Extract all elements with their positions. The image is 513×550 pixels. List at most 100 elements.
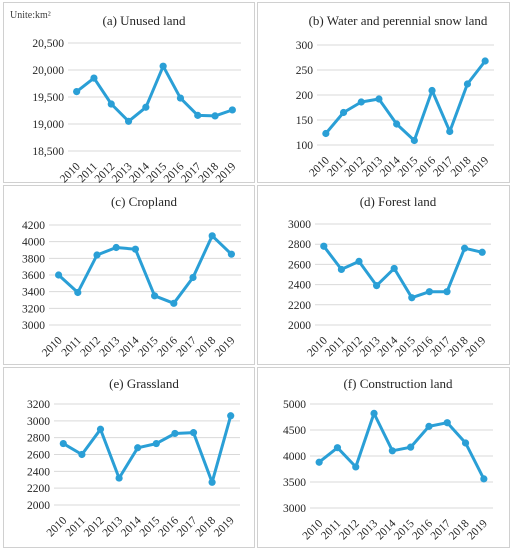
data-point (352, 463, 360, 471)
data-point (194, 111, 202, 119)
data-point (208, 478, 216, 486)
data-point (208, 232, 216, 240)
chart-panel-forest-land: (d) Forest land 2000 2200 2400 2600 2800 3000 2… (257, 185, 510, 365)
data-point (322, 129, 330, 138)
y-tick-label: 19,000 (32, 119, 64, 131)
chart-svg-forest-land: (d) Forest land 2000 2200 2400 2600 2800 3000 2… (288, 194, 491, 359)
data-point (170, 299, 178, 307)
data-point (320, 242, 328, 250)
chart-svg-grassland: (e) Grassland 2000 2200 2400 2600 2800 3000 320… (27, 376, 240, 539)
chart-svg-cropland: (c) Cropland 3000 3200 3400 3600 3800 4000 4200… (22, 194, 241, 359)
data-point (59, 439, 67, 448)
data-point (339, 108, 348, 117)
y-tick-label: 2600 (27, 450, 50, 462)
y-tick-label: 3500 (283, 477, 306, 489)
data-point (428, 86, 436, 95)
x-tick-label: 2017 (174, 334, 199, 359)
y-tick-label: 20,500 (32, 38, 64, 50)
data-point (171, 429, 179, 438)
x-tick-label: 2019 (212, 514, 237, 539)
data-point (112, 243, 120, 252)
data-point (228, 106, 236, 114)
data-point (461, 244, 469, 252)
y-tick-label: 20,000 (32, 65, 64, 77)
data-point (134, 444, 142, 452)
data-point (388, 447, 396, 455)
y-tick-label: 2200 (288, 300, 311, 312)
y-tick-label: 3000 (288, 219, 311, 231)
data-point (375, 95, 383, 103)
y-tick-label: 3000 (27, 416, 50, 428)
unit-label: Unite:km² (10, 10, 51, 21)
data-point (357, 98, 365, 106)
y-tick-label: 300 (296, 40, 314, 52)
y-tick-label: 3000 (22, 320, 45, 332)
series-line-cropland (57, 234, 233, 305)
data-point (333, 444, 342, 452)
data-point (189, 273, 197, 282)
x-tick-label: 2019 (464, 334, 489, 359)
data-point (90, 74, 98, 82)
data-point (78, 450, 86, 459)
data-point (410, 136, 418, 145)
y-tick-label: 3200 (22, 303, 45, 315)
data-point (463, 80, 472, 88)
data-point (176, 94, 185, 102)
data-point (189, 429, 198, 437)
data-point (227, 412, 235, 420)
data-point (478, 248, 486, 256)
data-point (425, 288, 433, 296)
data-point (151, 292, 159, 300)
data-point (355, 257, 363, 265)
y-tick-label: 2200 (27, 483, 50, 495)
y-tick-label: 2600 (288, 259, 311, 271)
y-tick-label: 5000 (283, 399, 306, 411)
y-tick-label: 250 (296, 65, 314, 77)
data-point (93, 251, 101, 259)
data-point (480, 475, 488, 483)
data-point (408, 294, 416, 302)
data-point (393, 120, 401, 128)
y-tick-label: 2800 (288, 239, 311, 251)
chart-svg-construction-land: (f) Construction land 3000 3500 4000 4500 500… (283, 376, 493, 542)
x-tick-label: 2016 (155, 334, 180, 359)
data-point (159, 62, 167, 70)
x-tick-label: 2019 (213, 334, 238, 359)
y-tick-label: 150 (296, 115, 314, 127)
data-point (131, 245, 139, 253)
data-point (124, 117, 133, 125)
chart-title-grassland: (e) Grassland (109, 376, 179, 391)
x-tick-label: 2011 (59, 334, 84, 359)
y-tick-label: 3800 (22, 253, 45, 265)
x-tick-label: 2019 (465, 517, 490, 542)
chart-panel-grassland: (e) Grassland 2000 2200 2400 2600 2800 3000 320… (3, 367, 255, 548)
data-point (373, 282, 381, 290)
x-tick-label: 2012 (78, 334, 103, 359)
chart-panel-construction-land: (f) Construction land 3000 3500 4000 4500 500… (257, 367, 510, 548)
chart-title-cropland: (c) Cropland (111, 194, 178, 209)
y-tick-label: 100 (296, 140, 314, 152)
y-tick-label: 3200 (27, 399, 50, 411)
y-tick-label: 4500 (283, 425, 306, 437)
y-tick-label: 2400 (27, 466, 50, 478)
data-point (73, 88, 81, 96)
x-tick-label: 2011 (64, 514, 89, 539)
y-tick-label: 4200 (22, 220, 45, 232)
chart-title-forest-land: (d) Forest land (360, 194, 437, 209)
data-point (96, 425, 105, 433)
data-point (425, 422, 433, 430)
data-point (315, 458, 323, 466)
y-tick-label: 3000 (283, 503, 306, 515)
series-line-construction-land (318, 411, 486, 480)
y-tick-label: 4000 (283, 451, 306, 463)
y-tick-label: 19,500 (32, 92, 64, 104)
chart-panel-unused-land: Unite:km² (a) Unused land 18,500 19,000 19,… (3, 2, 255, 184)
data-point (446, 127, 454, 136)
x-tick-label: 2014 (117, 334, 142, 359)
x-tick-label: 2015 (136, 334, 161, 359)
y-tick-label: 2000 (288, 320, 311, 332)
y-tick-label: 4000 (22, 237, 45, 249)
data-point (115, 474, 123, 482)
data-point (227, 250, 235, 258)
